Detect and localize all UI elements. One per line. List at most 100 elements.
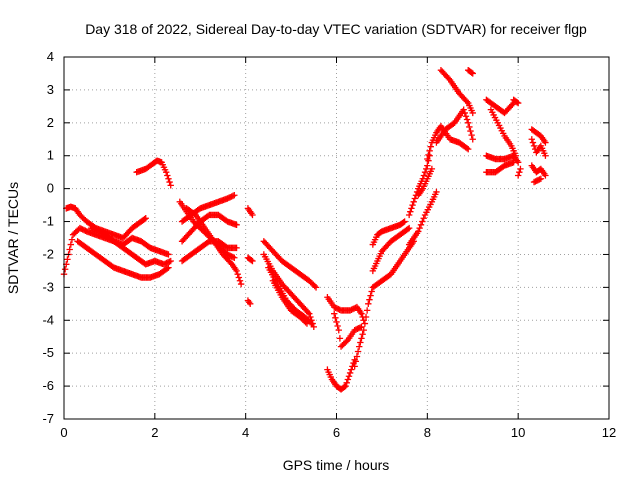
data-point <box>469 136 476 143</box>
data-point <box>165 251 172 258</box>
data-point <box>142 215 149 222</box>
data-point <box>67 241 75 248</box>
data-point <box>409 201 416 209</box>
data-point <box>514 99 522 107</box>
data-point <box>163 265 171 272</box>
y-tick-label: 2 <box>47 115 54 130</box>
data-point <box>469 109 476 117</box>
data-point <box>234 271 241 278</box>
data-point <box>344 376 352 383</box>
data-point <box>249 257 256 265</box>
data-point <box>233 267 240 275</box>
data-point <box>311 282 318 290</box>
data-point <box>64 256 71 263</box>
data-point <box>356 324 364 331</box>
y-tick-label: -1 <box>42 214 54 229</box>
data-point <box>334 322 341 330</box>
data-point <box>408 205 415 212</box>
y-axis-label: SDTVAR / TECUs <box>5 182 21 294</box>
data-point <box>335 326 342 334</box>
data-point <box>352 358 360 365</box>
data-points <box>60 66 549 393</box>
data-point <box>517 165 524 173</box>
y-tick-label: 0 <box>47 181 54 196</box>
data-point <box>542 152 549 159</box>
data-point <box>231 192 238 199</box>
data-point <box>426 147 433 154</box>
data-point <box>419 218 426 225</box>
data-point <box>68 236 76 243</box>
data-point <box>367 292 374 299</box>
data-point <box>358 335 365 342</box>
chart-title: Day 318 of 2022, Sidereal Day-to-day VTE… <box>85 21 587 37</box>
data-point <box>424 155 431 163</box>
grid-layer <box>64 57 609 419</box>
data-point <box>341 383 348 391</box>
data-point <box>345 373 353 380</box>
data-point <box>407 208 414 215</box>
data-point <box>336 335 344 342</box>
y-tick-label: -6 <box>42 378 54 393</box>
data-point <box>365 300 372 308</box>
data-point <box>469 70 476 77</box>
data-point <box>231 254 238 261</box>
data-point <box>356 343 363 350</box>
x-tick-label: 8 <box>424 425 431 440</box>
data-point <box>303 320 311 327</box>
data-point <box>460 106 467 113</box>
data-point <box>404 225 412 233</box>
y-tick-label: -5 <box>42 345 54 360</box>
data-point <box>468 131 475 139</box>
x-tick-label: 6 <box>333 425 340 440</box>
x-tick-label: 10 <box>511 425 525 440</box>
data-point <box>235 274 243 281</box>
data-point <box>162 168 170 176</box>
data-point <box>424 162 431 169</box>
data-point <box>358 310 365 317</box>
data-point <box>530 142 538 150</box>
data-point <box>236 277 244 284</box>
data-point <box>463 98 471 105</box>
data-point <box>465 119 472 127</box>
data-point <box>421 168 429 176</box>
data-point <box>360 317 367 324</box>
data-point <box>166 258 173 265</box>
data-point <box>229 253 237 261</box>
data-point <box>332 314 339 322</box>
y-tick-label: 3 <box>47 82 54 97</box>
data-point <box>509 101 516 108</box>
data-point <box>401 218 408 225</box>
data-point <box>354 348 362 355</box>
data-point <box>463 116 471 123</box>
data-point <box>417 221 425 229</box>
data-point <box>249 211 256 219</box>
data-point <box>353 353 361 360</box>
data-point <box>312 284 320 291</box>
data-point <box>346 369 354 377</box>
data-point <box>233 244 240 252</box>
y-tick-label: 1 <box>47 148 54 163</box>
data-point <box>247 300 254 308</box>
data-point <box>342 382 349 390</box>
data-point <box>164 172 171 179</box>
data-point <box>343 379 350 386</box>
data-point <box>416 224 423 232</box>
y-tick-label: -3 <box>42 279 54 294</box>
data-point <box>302 319 309 326</box>
data-point <box>461 109 469 117</box>
data-point <box>513 99 521 106</box>
y-tick-label: -2 <box>42 246 54 261</box>
x-tick-label: 12 <box>602 425 616 440</box>
data-point <box>542 139 549 146</box>
data-point <box>167 257 174 265</box>
data-point <box>467 127 474 135</box>
data-point <box>529 139 537 146</box>
data-point <box>165 175 172 182</box>
data-point <box>410 198 417 205</box>
data-point <box>468 69 475 76</box>
data-point <box>427 143 434 150</box>
data-point <box>348 366 355 373</box>
data-point <box>363 307 371 314</box>
data-point <box>351 363 358 370</box>
